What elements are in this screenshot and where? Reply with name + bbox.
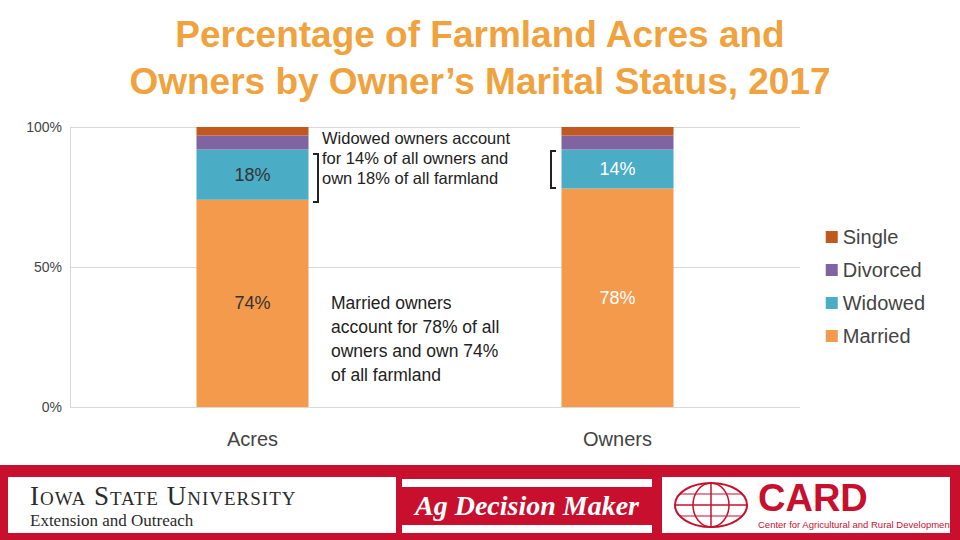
svg-text:Single: Single	[843, 226, 899, 248]
svg-text:account for 78% of all: account for 78% of all	[331, 317, 499, 337]
svg-text:78%: 78%	[599, 288, 635, 308]
svg-text:50%: 50%	[34, 259, 62, 275]
svg-text:Widowed owners account: Widowed owners account	[322, 129, 510, 147]
svg-text:own 18% of all farmland: own 18% of all farmland	[322, 169, 498, 187]
svg-text:Percentage of Farmland Acres a: Percentage of Farmland Acres and	[175, 14, 784, 55]
svg-text:of all farmland: of all farmland	[331, 365, 441, 385]
svg-text:0%: 0%	[42, 399, 62, 415]
html-text:CARD: CARD	[758, 477, 868, 519]
svg-text:Married: Married	[843, 325, 911, 347]
svg-text:for 14% of all owners and: for 14% of all owners and	[322, 149, 508, 167]
svg-text:100%: 100%	[26, 119, 62, 135]
svg-text:74%: 74%	[234, 293, 270, 313]
svg-text:Married owners: Married owners	[331, 293, 452, 313]
svg-text:Owners: Owners	[583, 428, 652, 450]
html-text:Iowa State University: Iowa State University	[30, 481, 297, 511]
html-text:Extension and Outreach: Extension and Outreach	[30, 511, 194, 530]
html-text:Ag Decision Maker: Ag Decision Maker	[415, 490, 639, 521]
svg-text:Widowed: Widowed	[843, 292, 925, 314]
svg-text:14%: 14%	[599, 159, 635, 179]
html-text:Center for Agricultural and Ru: Center for Agricultural and Rural Develo…	[758, 519, 953, 530]
svg-text:18%: 18%	[234, 165, 270, 185]
svg-text:Owners by Owner’s Marital Stat: Owners by Owner’s Marital Status, 2017	[129, 61, 830, 102]
svg-text:owners and own 74%: owners and own 74%	[331, 341, 498, 361]
svg-text:Divorced: Divorced	[843, 259, 922, 281]
svg-text:Acres: Acres	[227, 428, 278, 450]
